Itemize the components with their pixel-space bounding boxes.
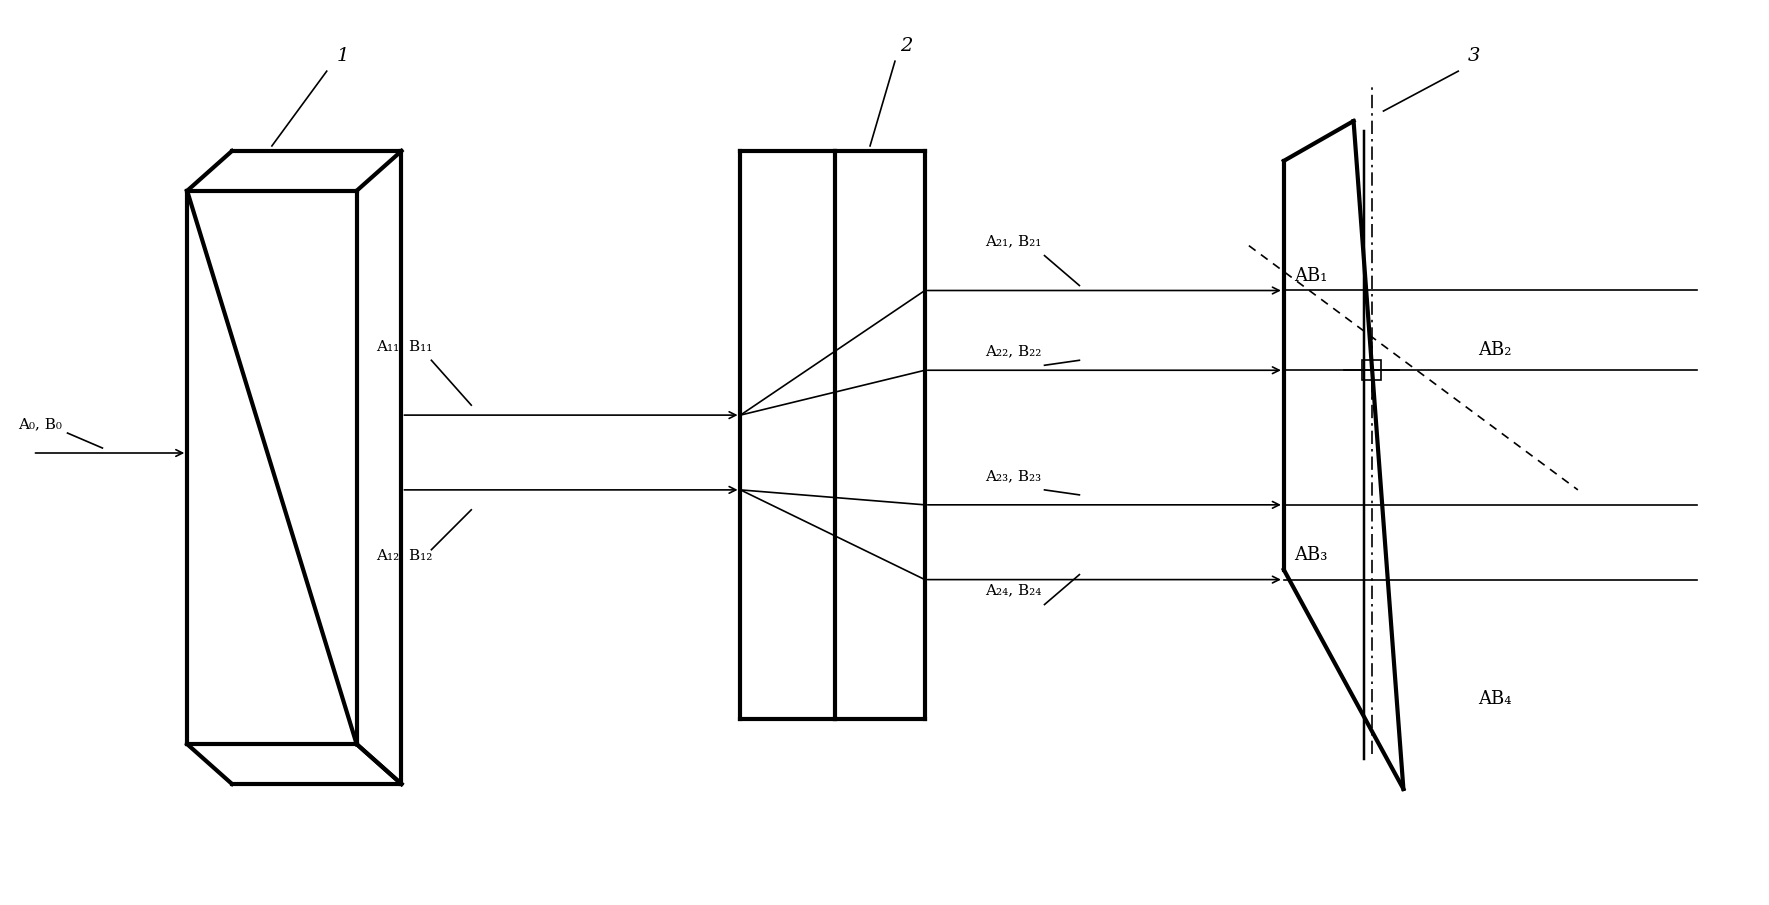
Text: 3: 3 xyxy=(1468,47,1481,65)
Text: A₂₁, B₂₁: A₂₁, B₂₁ xyxy=(985,234,1042,249)
Text: A₀, B₀: A₀, B₀ xyxy=(18,417,62,431)
Text: A₁₂, B₁₂: A₁₂, B₁₂ xyxy=(377,548,433,563)
Text: AB₂: AB₂ xyxy=(1479,341,1512,359)
Text: A₂₂, B₂₂: A₂₂, B₂₂ xyxy=(985,344,1042,358)
Text: AB₃: AB₃ xyxy=(1293,546,1327,564)
Text: A₂₃, B₂₃: A₂₃, B₂₃ xyxy=(985,469,1040,483)
Text: A₁₁, B₁₁: A₁₁, B₁₁ xyxy=(377,339,433,353)
Text: AB₄: AB₄ xyxy=(1479,691,1512,709)
Text: A₂₄, B₂₄: A₂₄, B₂₄ xyxy=(985,584,1042,597)
Text: 2: 2 xyxy=(900,37,913,55)
Text: AB₁: AB₁ xyxy=(1293,267,1327,284)
Text: 1: 1 xyxy=(336,47,348,65)
Bar xyxy=(1362,360,1382,380)
